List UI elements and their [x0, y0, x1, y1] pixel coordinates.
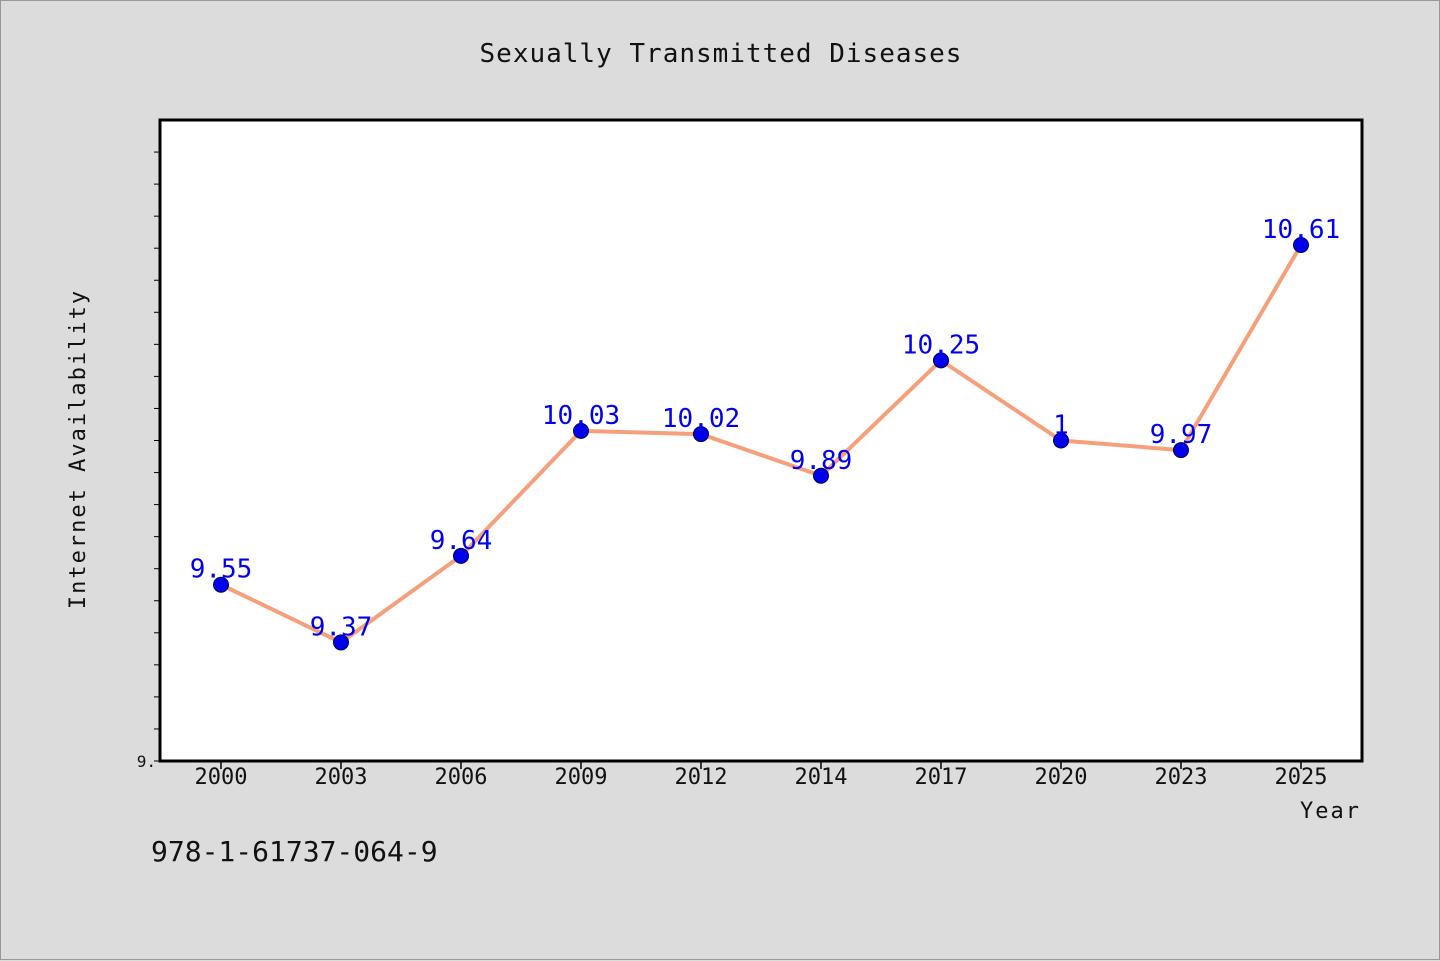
data-label: 9.55 — [190, 555, 253, 585]
x-tick-label: 2017 — [915, 765, 968, 790]
plot-area — [158, 118, 1364, 763]
x-tick-label: 2006 — [435, 765, 488, 790]
data-point — [453, 547, 469, 564]
x-tick-label: 2003 — [315, 765, 368, 790]
data-point — [1053, 432, 1069, 449]
y-axis-title: Internet Availability — [66, 289, 91, 609]
data-label: 9.64 — [430, 526, 493, 556]
data-label: 10.61 — [1262, 215, 1340, 245]
x-tick-label: 2020 — [1035, 765, 1088, 790]
data-label: 10.03 — [542, 401, 620, 431]
x-ticks: 2000 2003 2006 2009 2012 2014 2017 2020 2023 2025 — [195, 761, 1328, 790]
data-labels: 9.55 9.37 9.64 10.03 10.02 9.89 10.25 1 9.97 10.6… — [190, 215, 1340, 642]
x-axis-title: Year — [1300, 799, 1361, 824]
x-tick-label: 2000 — [195, 765, 248, 790]
data-point — [1173, 442, 1189, 459]
y-ticks: 9. — [137, 151, 160, 771]
data-label: 10.25 — [902, 330, 980, 360]
x-tick-label: 2025 — [1275, 765, 1328, 790]
data-label: 10.02 — [662, 404, 740, 434]
data-label: 9.89 — [790, 446, 853, 476]
footnote: 978-1-61737-064-9 — [151, 835, 438, 868]
data-point — [813, 467, 829, 484]
data-label: 1 — [1053, 411, 1069, 441]
data-point — [933, 352, 949, 369]
x-tick-label: 2023 — [1155, 765, 1208, 790]
x-tick-label: 2014 — [795, 765, 848, 790]
data-markers — [213, 236, 1309, 651]
data-label: 9.97 — [1150, 420, 1213, 450]
data-point — [693, 426, 709, 443]
x-tick-label: 2012 — [675, 765, 728, 790]
data-point — [1293, 236, 1309, 253]
data-point — [213, 576, 229, 593]
data-point — [573, 422, 589, 439]
chart-title: Sexually Transmitted Diseases — [480, 39, 963, 69]
x-tick-label: 2009 — [555, 765, 608, 790]
data-point — [333, 634, 349, 651]
y-tick-label: 9. — [137, 752, 156, 771]
data-label: 9.37 — [310, 612, 373, 642]
series-line — [220, 243, 1303, 645]
